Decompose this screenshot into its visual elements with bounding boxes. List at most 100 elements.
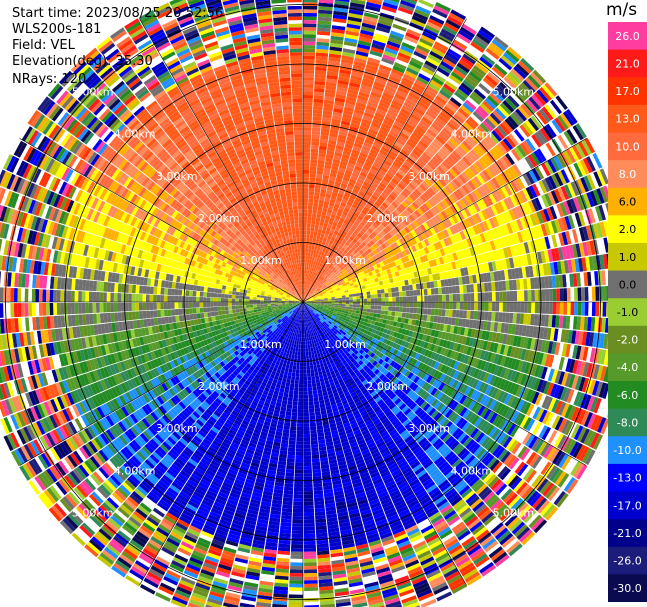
range-gate (313, 275, 316, 280)
range-gate (386, 170, 395, 178)
range-gate (380, 310, 385, 315)
range-gate (475, 144, 486, 156)
range-gate (303, 273, 305, 278)
range-gate (492, 110, 504, 123)
range-gate (363, 305, 368, 309)
range-gate (354, 54, 368, 61)
range-gate (308, 290, 312, 294)
range-gate (402, 146, 412, 155)
range-gate (410, 57, 424, 67)
range-gate (308, 187, 315, 192)
range-gate (310, 223, 315, 228)
range-gate (316, 287, 320, 291)
range-gate (388, 75, 401, 84)
range-gate (332, 115, 342, 121)
range-gate (352, 112, 363, 119)
range-gate (403, 160, 413, 169)
range-gate (347, 162, 355, 169)
range-gate (310, 291, 314, 295)
range-gate (566, 287, 571, 301)
range-gate (431, 302, 436, 309)
range-gate (378, 15, 394, 24)
range-gate (544, 82, 558, 97)
range-gate (426, 85, 439, 95)
range-gate (338, 189, 345, 196)
range-gate (303, 194, 309, 199)
range-gate (308, 294, 312, 298)
range-gate (305, 292, 308, 296)
range-gate (422, 166, 432, 176)
range-gate (379, 98, 391, 106)
range-gate (448, 74, 462, 85)
range-gate (403, 187, 412, 196)
range-gate (398, 193, 407, 201)
range-gate (484, 282, 489, 292)
range-gate (495, 302, 500, 312)
range-gate (411, 190, 420, 199)
range-gate (474, 35, 489, 48)
range-gate (375, 108, 387, 116)
range-gate (438, 189, 447, 199)
range-gate (303, 134, 312, 138)
range-gate (330, 35, 344, 41)
range-gate (326, 190, 333, 195)
range-gate (378, 129, 389, 137)
range-gate (341, 239, 347, 245)
range-gate (345, 304, 350, 307)
range-gate (434, 168, 444, 178)
range-gate (499, 102, 512, 115)
range-gate (307, 294, 311, 297)
range-gate (385, 156, 394, 164)
range-gate (348, 294, 353, 297)
range-gate (520, 290, 525, 302)
range-gate (356, 178, 365, 185)
range-gate (378, 67, 391, 76)
range-gate (336, 257, 342, 263)
range-gate (328, 139, 337, 145)
range-gate (343, 219, 350, 225)
range-gate (318, 199, 325, 205)
range-gate (356, 299, 361, 302)
range-gate (325, 230, 330, 236)
range-gate (427, 18, 443, 28)
range-gate (369, 125, 380, 133)
range-gate (409, 296, 414, 302)
range-gate (308, 241, 313, 246)
range-gate (509, 290, 514, 302)
range-gate (325, 153, 334, 159)
range-gate (420, 308, 425, 315)
range-gate (373, 290, 378, 295)
range-gate (442, 294, 446, 302)
range-gate (349, 178, 357, 185)
range-gate (312, 123, 321, 128)
range-gate (303, 202, 308, 206)
range-gate (367, 298, 371, 302)
range-gate (338, 299, 343, 302)
range-gate (436, 191, 445, 201)
range-gate (344, 266, 350, 271)
range-gate (304, 266, 307, 271)
range-gate (368, 98, 379, 106)
range-gate (308, 191, 315, 196)
range-gate (422, 63, 436, 73)
range-gate (341, 256, 346, 262)
range-gate (304, 291, 307, 296)
range-gate (320, 135, 329, 140)
range-gate (482, 100, 495, 112)
range-gate (472, 162, 482, 174)
range-gate (384, 186, 393, 194)
range-gate (372, 222, 379, 229)
range-gate (311, 130, 321, 136)
range-gate (465, 17, 481, 29)
range-gate (315, 250, 320, 255)
range-gate (306, 284, 309, 289)
range-gate (350, 122, 360, 129)
range-gate (324, 92, 336, 98)
range-gate (409, 204, 417, 212)
range-gate (454, 148, 465, 159)
range-gate (317, 13, 333, 18)
range-gate (329, 252, 334, 257)
range-gate (472, 110, 485, 123)
range-gate (317, 27, 331, 33)
range-gate (309, 256, 313, 261)
